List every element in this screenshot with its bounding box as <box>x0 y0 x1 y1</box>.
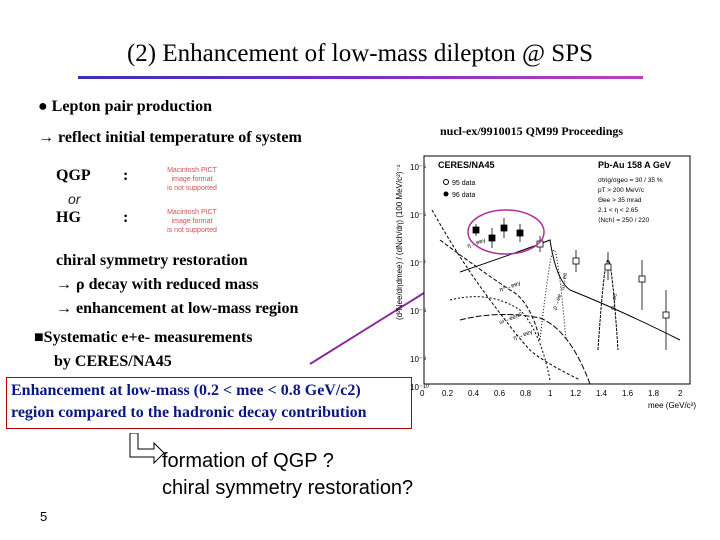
x-tick: 0.6 <box>494 389 506 398</box>
data-point <box>638 275 646 283</box>
unsupported-image-placeholder: Macintosh PICT image format is not suppo… <box>146 208 238 234</box>
reference-label: nucl-ex/9910015 QM99 Proceedings <box>440 124 624 138</box>
chiral-line: chiral symmetry restoration <box>56 252 248 269</box>
legend-marker-95 <box>443 179 449 185</box>
cut-text: ⟨Nch⟩ = 250 / 220 <box>598 216 650 224</box>
x-tick: 1.6 <box>622 389 634 398</box>
x-tick: 1.2 <box>570 389 582 398</box>
system-label: Pb-Au 158 A GeV <box>598 160 671 170</box>
hg-label: HG <box>56 209 81 226</box>
curve-label: ω→ee <box>560 272 569 291</box>
slide-title: (2) Enhancement of low-mass dilepton @ S… <box>126 40 593 67</box>
curve-label: ρ→ee <box>552 293 563 311</box>
data-point <box>572 257 580 265</box>
systematic-line-2: by CERES/NA45 <box>54 353 172 370</box>
placeholder-line: is not supported <box>167 227 217 234</box>
x-tick: 1 <box>548 389 553 398</box>
page-number: 5 <box>40 509 48 524</box>
chiral-block: chiral symmetry restoration → ρ decay wi… <box>56 249 298 321</box>
systematic-line: ■Systematic e+e- measurements <box>34 329 253 346</box>
enhancement-highlight-ellipse <box>467 209 545 255</box>
cut-text: Θee > 35 mrad <box>598 197 642 204</box>
placeholder-line: image format <box>171 218 213 225</box>
enhancement-box: Enhancement at low-mass (0.2 < mee < 0.8… <box>6 377 412 429</box>
curve-label: φ→ee <box>610 292 619 310</box>
y-tick: 10⁻⁵ <box>410 163 426 172</box>
y-axis-label: (d²Nee/dηdmee) / (dNch/dη) (100 MeV/c²)⁻… <box>395 164 404 320</box>
bent-arrow-icon <box>129 433 165 465</box>
title-underline <box>78 76 643 79</box>
enhancement-line: region compared to the hadronic decay co… <box>11 404 367 421</box>
x-tick: 2 <box>678 389 683 398</box>
unsupported-image-placeholder: Macintosh PICT image format is not suppo… <box>146 166 238 192</box>
x-tick: 0.8 <box>520 389 532 398</box>
y-tick: 10⁻⁸ <box>410 307 427 316</box>
omega-dalitz-curve <box>449 296 551 381</box>
cut-text: pT > 200 MeV/c <box>598 187 645 194</box>
legend-entry: 95 data <box>452 180 475 187</box>
hg-colon: : <box>123 209 129 226</box>
cut-text: 2.1 < η < 2.65 <box>598 207 639 214</box>
y-tick: 10⁻⁷ <box>410 259 426 268</box>
legend-entry: 96 data <box>452 192 475 199</box>
qgp-colon: : <box>123 167 129 184</box>
bullet-lepton-pair: ● Lepton pair production <box>38 98 212 115</box>
formation-block: formation of QGP ? chiral symmetry resto… <box>162 448 413 502</box>
reflect-line: → reflect initial temperature of system <box>38 129 302 146</box>
formation-line: chiral symmetry restoration? <box>162 477 414 499</box>
x-tick: 0.2 <box>442 389 454 398</box>
placeholder-line: is not supported <box>167 185 217 192</box>
data-point <box>516 229 524 237</box>
x-axis-label: mee (GeV/c²) <box>648 401 696 410</box>
chiral-line: → enhancement at low-mass region <box>56 300 299 317</box>
y-tick: 10⁻¹⁰ <box>410 383 429 392</box>
experiment-label: CERES/NA45 <box>438 160 495 170</box>
or-label: or <box>68 191 81 207</box>
placeholder-line: Macintosh PICT <box>167 209 217 216</box>
x-tick: 0.4 <box>468 389 480 398</box>
data-point <box>472 226 480 234</box>
placeholder-line: image format <box>171 176 213 183</box>
rho-omega-peak <box>539 249 567 341</box>
y-tick: 10⁻⁶ <box>410 211 426 220</box>
data-point <box>604 263 612 271</box>
pi0-dalitz-curve <box>431 209 581 381</box>
placeholder-line: Macintosh PICT <box>167 167 217 174</box>
legend-marker-96 <box>443 191 449 197</box>
formation-line: formation of QGP ? <box>162 450 334 472</box>
y-tick: 10⁻⁹ <box>410 355 427 364</box>
enhancement-line: Enhancement at low-mass (0.2 < mee < 0.8… <box>11 382 361 399</box>
data-point <box>500 224 508 232</box>
x-tick: 0 <box>420 389 425 398</box>
x-tick: 1.8 <box>648 389 660 398</box>
data-point <box>488 234 496 242</box>
ceres-dilepton-plot: 10⁻⁵ 10⁻⁶ 10⁻⁷ 10⁻⁸ 10⁻⁹ 10⁻¹⁰ 0 0.2 0.4… <box>395 155 696 410</box>
qgp-label: QGP <box>56 167 91 184</box>
cut-text: σtrig/σgeo = 30 / 35 % <box>598 177 663 184</box>
x-tick: 1.4 <box>596 389 608 398</box>
etaprime-dalitz-curve <box>459 313 591 385</box>
data-point <box>662 311 670 319</box>
chiral-line: → ρ decay with reduced mass <box>56 276 259 293</box>
